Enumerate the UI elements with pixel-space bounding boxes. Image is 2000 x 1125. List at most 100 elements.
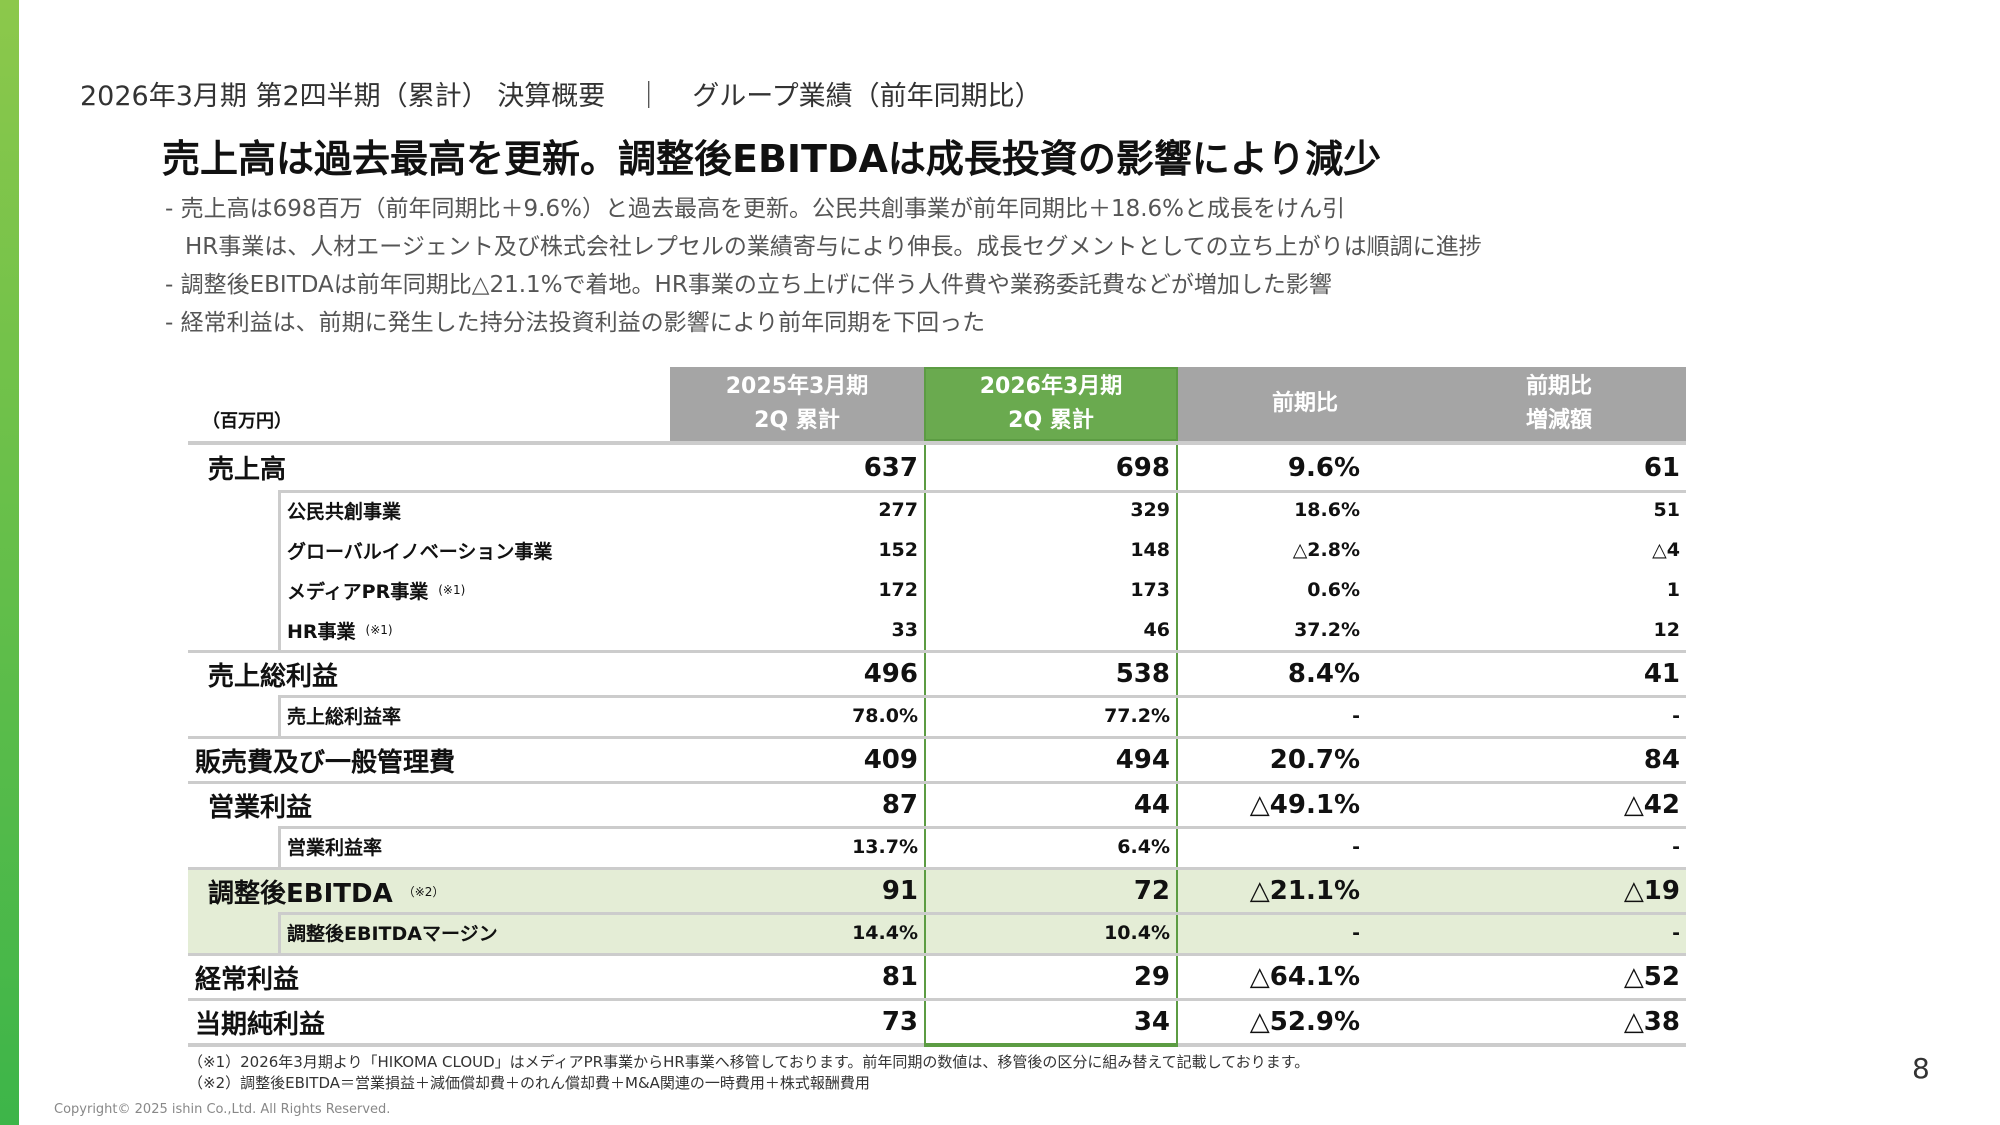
row-note: (※1) [365,623,393,637]
row-label-text: 調整後EBITDA [208,878,393,909]
table-cell: 14.4% [852,921,918,944]
header-line: 前期比 [1525,374,1592,399]
table-cell: 13.7% [852,835,918,858]
table-cell: - [1672,835,1680,858]
table-row: 売上総利益 496 538 8.4% 41 [188,650,1686,695]
row-label-text: 営業利益 [208,792,313,823]
row-label-text: 売上総利益率 [287,706,402,728]
bullet-continuation: HR事業は、人材エージェント及び株式会社レプセルの業績寄与により伸長。成長セグメ… [185,234,1482,260]
table-cell: 277 [878,499,918,521]
row-label: 調整後EBITDA （※2） [188,870,670,912]
row-label-text: 公民共創事業 [287,500,402,523]
header-line: 2026年3月期 [979,374,1123,399]
table-cell: 152 [878,539,918,561]
highlight-bottom [924,1043,1178,1047]
table-header: （百万円） 2025年3月期 2Q 累計 2026年3月期 2Q 累計 前期比 前期… [188,367,1686,445]
section-title: 2026年3月期 第2四半期（累計） 決算概要 [80,81,606,112]
table-row: メディアPR事業 (※1) 172 173 0.6% 1 [188,570,1686,610]
row-label: グローバルイノベーション事業 [278,530,670,570]
row-label: 調整後EBITDAマージン [278,912,670,953]
table-cell: - [1352,835,1360,858]
table-row: 当期純利益 73 34 △52.9% △38 [188,998,1686,1043]
table-cell: △21.1% [1249,876,1360,906]
row-label: 販売費及び一般管理費 [188,739,670,781]
table-cell: 44 [924,784,1178,826]
table-cell: 29 [924,956,1178,998]
table-cell: △49.1% [1249,790,1360,820]
table-cell: 20.7% [1269,745,1360,775]
table-cell: 91 [881,876,918,906]
column-header-change: 前期比 増減額 [1432,367,1686,441]
table-cell: 9.6% [1287,452,1360,483]
table-row: 経常利益 81 29 △64.1% △52 [188,953,1686,998]
table-cell: △2.8% [1292,539,1360,561]
column-header-fy2026: 2026年3月期 2Q 累計 [924,367,1178,441]
separator: ｜ [635,81,663,112]
table-cell: 148 [924,530,1178,570]
row-label-text: グローバルイノベーション事業 [287,540,553,563]
row-note: (※1) [438,583,466,597]
row-label-text: 販売費及び一般管理費 [195,747,456,778]
copyright: Copyright© 2025 ishin Co.,Ltd. All Right… [54,1102,391,1117]
table-cell: 87 [881,790,918,820]
table-cell: 637 [863,452,918,483]
row-note: （※2） [402,884,445,899]
table-cell: - [1672,921,1680,944]
table-cell: △52 [1623,962,1680,992]
table-cell: △4 [1652,539,1680,561]
row-label: 公民共創事業 [278,490,670,530]
table-cell: 37.2% [1294,619,1360,641]
table-cell: 173 [924,570,1178,610]
row-label: 売上総利益 [188,653,670,695]
table-cell: 33 [891,619,918,641]
header-line: 2025年3月期 [725,374,869,399]
table-cell: 77.2% [924,695,1178,736]
table-cell: △64.1% [1249,962,1360,992]
table-row: 調整後EBITDA （※2） 91 72 △21.1% △19 [188,867,1686,912]
table-cell: 46 [924,610,1178,650]
table-cell: 41 [1643,659,1680,689]
section-header: 2026年3月期 第2四半期（累計） 決算概要 ｜ グループ業績（前年同期比） [80,74,1042,113]
header-line: 増減額 [1525,408,1592,433]
table-cell: 329 [924,490,1178,530]
table-cell: - [1672,704,1680,727]
row-label-text: 調整後EBITDAマージン [287,923,498,945]
subsection-title: グループ業績（前年同期比） [692,81,1042,112]
table-row: 営業利益率 13.7% 6.4% - - [188,826,1686,867]
row-label-text: 当期純利益 [195,1009,326,1040]
table-cell: 51 [1653,499,1680,521]
bullet: - 経常利益は、前期に発生した持分法投資利益の影響により前年同期を下回った [165,310,986,336]
table-cell: 538 [924,653,1178,695]
header-line: 2Q 累計 [1008,408,1094,433]
table-row: 売上高 637 698 9.6% 61 [188,445,1686,490]
table-cell: 172 [878,579,918,601]
table-cell: 409 [863,745,918,775]
table-cell: 78.0% [852,704,918,727]
table-cell: △38 [1623,1007,1680,1037]
table-cell: 494 [924,739,1178,781]
table-row: グローバルイノベーション事業 152 148 △2.8% △4 [188,530,1686,570]
footnotes: （※1）2026年3月期より「HIKOMA CLOUD」はメディアPR事業からH… [188,1052,1309,1094]
footnote: （※1）2026年3月期より「HIKOMA CLOUD」はメディアPR事業からH… [188,1053,1310,1071]
table-cell: △19 [1623,876,1680,906]
table-cell: - [1352,704,1360,727]
accent-bar [0,0,19,1125]
row-label-text: 経常利益 [195,964,300,995]
table-row: 売上総利益率 78.0% 77.2% - - [188,695,1686,736]
header-line: 前期比 [1271,391,1338,416]
table-cell: 84 [1643,745,1680,775]
row-label: HR事業 (※1) [278,610,670,650]
row-label: メディアPR事業 (※1) [278,570,670,610]
row-label-text: 売上高 [208,455,287,485]
column-header-fy2025: 2025年3月期 2Q 累計 [670,367,924,441]
row-label-text: 営業利益率 [287,837,383,859]
row-label: 売上総利益率 [278,695,670,736]
table-row: 調整後EBITDAマージン 14.4% 10.4% - - [188,912,1686,953]
results-table: （百万円） 2025年3月期 2Q 累計 2026年3月期 2Q 累計 前期比 前期… [188,367,1686,1047]
footnote: （※2）調整後EBITDA＝営業損益＋減価償却費＋のれん償却費＋M&A関連の一時… [188,1074,870,1092]
page-number: 8 [1912,1052,1930,1085]
row-label-text: 売上総利益 [208,661,339,692]
row-label: 売上高 [188,445,670,490]
table-cell: 8.4% [1287,659,1360,689]
table-cell: △42 [1623,790,1680,820]
